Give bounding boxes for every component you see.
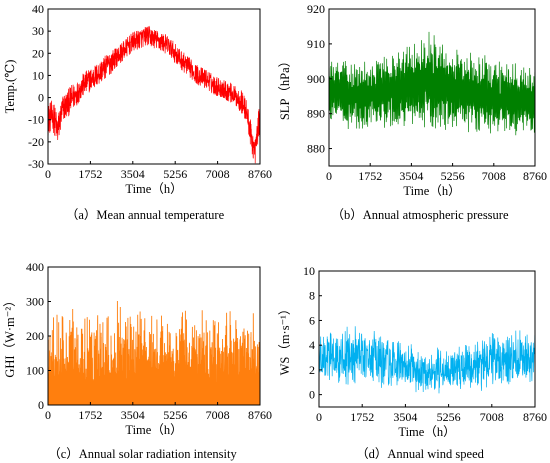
x-tick-label: 8760 [248, 167, 272, 181]
chart-b: 0 1752 3504 5256 7008 8760 880 890 900 910 920 Time… [278, 2, 547, 198]
chart-c: 0 1752 3504 5256 7008 8760 0 100 200 300 400 Time（h… [3, 260, 272, 437]
x-tick-label: 8760 [523, 169, 547, 183]
caption-a: （a）Mean annual temperature [65, 208, 225, 222]
x-tick-label: 1752 [78, 408, 102, 422]
x-tick-label: 0 [45, 408, 51, 422]
x-tick-label: 5256 [437, 410, 461, 424]
y-tick-label: 10 [32, 68, 44, 82]
y-tick-label: 0 [38, 91, 44, 105]
chart-panel-b: 0 1752 3504 5256 7008 8760 880 890 900 910 920 Time… [275, 0, 550, 200]
y-tick-label: 910 [307, 37, 325, 51]
y-axis-label: WS（m·s⁻¹） [278, 303, 292, 376]
plot-frame-d [318, 270, 536, 408]
plot-frame-b [328, 8, 536, 167]
x-tick-label: 7008 [480, 410, 504, 424]
x-tick-label: 3504 [121, 408, 145, 422]
y-tick-label: 200 [26, 329, 44, 343]
x-tick-label: 3504 [393, 410, 417, 424]
y-tick-label: 400 [26, 260, 44, 274]
y-axis-label: SLP（hPa） [278, 55, 292, 120]
x-tick-label: 0 [45, 167, 51, 181]
x-tick-label: 7008 [482, 169, 506, 183]
y-tick-label: -20 [28, 135, 44, 149]
y-tick-label: 6 [309, 313, 315, 327]
y-tick-label: 20 [32, 46, 44, 60]
x-tick-label: 3504 [121, 167, 145, 181]
x-tick-label: 1752 [350, 410, 374, 424]
x-tick-label: 0 [316, 410, 322, 424]
x-tick-label: 3504 [399, 169, 423, 183]
plot-frame-a [47, 8, 261, 165]
y-axis-label: GHI（W·m⁻²） [3, 294, 17, 377]
y-tick-label: 40 [32, 2, 44, 16]
y-tick-label: 30 [32, 24, 44, 38]
chart-panel-c: 0 1752 3504 5256 7008 8760 0 100 200 300 400 Time（h… [0, 250, 275, 440]
x-tick-label: 1752 [358, 169, 382, 183]
x-tick-label: 0 [326, 169, 332, 183]
caption-d: （d）Annual wind speed [356, 447, 484, 461]
y-tick-label: -10 [28, 113, 44, 127]
y-tick-label: 8 [309, 289, 315, 303]
y-tick-label: 920 [307, 2, 325, 16]
y-tick-label: 900 [307, 72, 325, 86]
y-tick-label: 880 [307, 142, 325, 156]
y-tick-label: 300 [26, 295, 44, 309]
y-tick-label: 0 [309, 388, 315, 402]
y-axis-label: Temp.(℃) [3, 60, 17, 114]
x-tick-label: 7008 [206, 167, 230, 181]
y-tick-label: 10 [303, 264, 315, 278]
chart-panel-d: 0 1752 3504 5256 7008 8760 0 2 4 6 8 10 Time（h） WS（m·… [275, 250, 550, 440]
x-tick-label: 8760 [523, 410, 547, 424]
series-line-b [328, 31, 536, 136]
y-tick-label: 890 [307, 107, 325, 121]
chart-d: 0 1752 3504 5256 7008 8760 0 2 4 6 8 10 Time（h） WS（m·… [278, 264, 547, 439]
series-line-c [47, 300, 261, 406]
y-tick-label: 2 [309, 363, 315, 377]
series-line-d [318, 326, 536, 394]
caption-b: （b）Annual atmospheric pressure [331, 208, 509, 222]
x-axis-label: Time（h） [403, 184, 460, 198]
x-tick-label: 7008 [206, 408, 230, 422]
x-tick-label: 8760 [248, 408, 272, 422]
chart-a: 0 1752 3504 5256 7008 8760 -30 -20 -10 0 10 20 30 40 T… [3, 2, 272, 196]
y-tick-label: 0 [38, 398, 44, 412]
y-tick-label: -30 [28, 157, 44, 171]
y-tick-label: 4 [309, 338, 315, 352]
x-axis-label: Time（h） [125, 423, 182, 437]
x-tick-label: 5256 [163, 408, 187, 422]
x-tick-label: 1752 [78, 167, 102, 181]
chart-panel-a: 0 1752 3504 5256 7008 8760 -30 -20 -10 0 10 20 30 40 T… [0, 0, 275, 200]
series-line-a [47, 25, 261, 164]
y-tick-label: 100 [26, 364, 44, 378]
x-axis-label: Time（h） [398, 425, 455, 439]
x-axis-label: Time（h） [125, 182, 182, 196]
x-tick-label: 5256 [163, 167, 187, 181]
caption-c: （c）Annual solar radiation intensity [48, 447, 237, 461]
x-tick-label: 5256 [441, 169, 465, 183]
